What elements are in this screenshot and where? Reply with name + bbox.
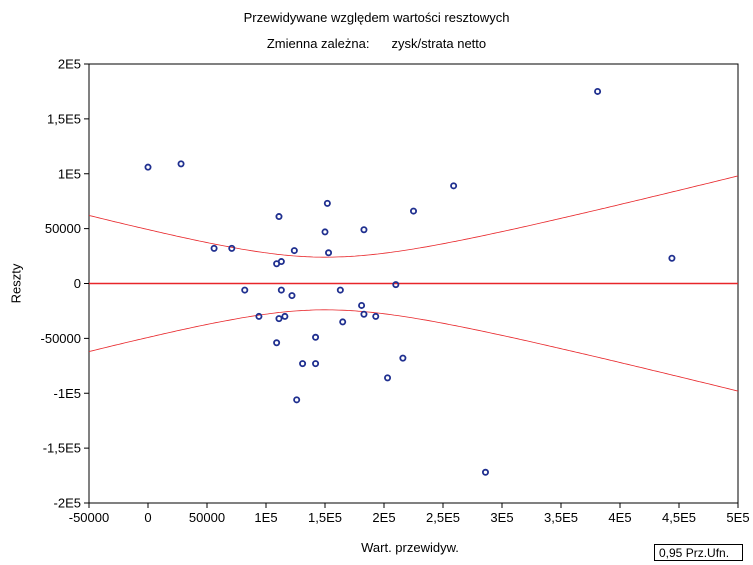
- data-point: [409, 207, 417, 215]
- data-point: [241, 286, 249, 294]
- y-tick-label: 2E5: [58, 57, 81, 72]
- data-point: [360, 226, 368, 234]
- data-point: [281, 312, 289, 320]
- x-tick-label: 3,5E5: [544, 510, 578, 525]
- data-point: [288, 292, 296, 300]
- data-point: [299, 360, 307, 368]
- x-tick-label: 0: [144, 510, 151, 525]
- data-point: [323, 199, 331, 207]
- y-tick-label: 1,5E5: [47, 111, 81, 126]
- x-axis-label: Wart. przewidyw.: [361, 540, 459, 555]
- y-tick-label: 50000: [45, 221, 81, 236]
- confidence-band-lower: [88, 309, 739, 392]
- data-point: [450, 182, 458, 190]
- data-point: [360, 310, 368, 318]
- data-point: [481, 468, 489, 476]
- data-point: [668, 254, 676, 262]
- data-point: [275, 213, 283, 221]
- y-tick-label: 1E5: [58, 166, 81, 181]
- data-point: [277, 258, 285, 266]
- subtitle-label: Zmienna zależna:: [266, 36, 370, 51]
- data-point: [312, 333, 320, 341]
- data-point: [339, 318, 347, 326]
- y-tick-label: 0: [74, 276, 81, 291]
- data-point: [290, 247, 298, 255]
- data-point: [321, 228, 329, 236]
- data-point: [372, 312, 380, 320]
- x-tick-label: 2E5: [372, 510, 395, 525]
- x-tick-label: 1,5E5: [308, 510, 342, 525]
- y-tick-label: -1,5E5: [43, 441, 81, 456]
- x-tick-label: 2,5E5: [426, 510, 460, 525]
- x-tick-label: 5E5: [726, 510, 749, 525]
- data-point: [399, 354, 407, 362]
- y-tick-label: -50000: [41, 331, 81, 346]
- x-tick-label: 4E5: [608, 510, 631, 525]
- confidence-band-upper: [88, 175, 739, 258]
- subtitle-value: zysk/strata netto: [391, 36, 487, 51]
- y-tick-label: -2E5: [54, 496, 81, 511]
- x-tick-label: 3E5: [490, 510, 513, 525]
- data-point: [255, 312, 263, 320]
- data-point: [177, 160, 185, 168]
- data-point: [325, 249, 333, 257]
- data-point: [312, 360, 320, 368]
- data-point: [594, 87, 602, 95]
- data-point: [273, 339, 281, 347]
- data-point: [392, 281, 400, 289]
- confidence-legend: 0,95 Prz.Ufn.: [654, 544, 743, 561]
- x-tick-label: 50000: [189, 510, 225, 525]
- data-point: [210, 244, 218, 252]
- x-tick-label: -50000: [69, 510, 109, 525]
- data-point: [275, 315, 283, 323]
- data-point: [293, 396, 301, 404]
- y-tick-label: -1E5: [54, 386, 81, 401]
- x-tick-label: 4,5E5: [662, 510, 696, 525]
- data-point: [144, 163, 152, 171]
- data-point: [384, 374, 392, 382]
- y-axis-label: Reszty: [8, 263, 24, 304]
- data-point: [277, 286, 285, 294]
- x-tick-label: 1E5: [254, 510, 277, 525]
- data-point: [336, 286, 344, 294]
- chart-title: Przewidywane względem wartości resztowyc…: [243, 10, 510, 25]
- chart-subtitle: Zmienna zależna: zysk/strata netto: [0, 36, 753, 51]
- data-point: [358, 301, 366, 309]
- data-point: [228, 244, 236, 252]
